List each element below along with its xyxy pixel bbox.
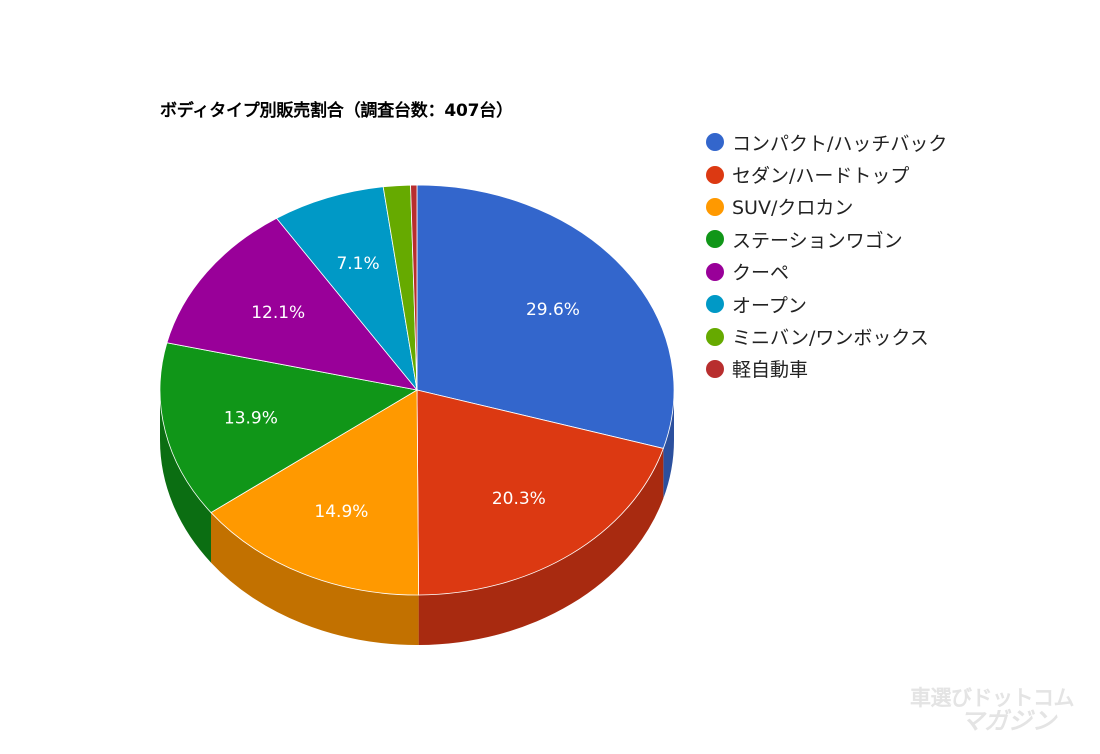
legend-swatch — [706, 295, 724, 314]
pie-slice-7 — [410, 184, 418, 391]
legend-swatch — [706, 327, 724, 346]
pie-data-labels: 29.6% 20.3% 14.9% 13.9% 12.1% 7.1% — [224, 254, 580, 522]
legend-label: SUV/クロカン — [732, 197, 854, 220]
legend-label: オープン — [732, 294, 807, 317]
legend-item: コンパクト/ハッチバック — [706, 126, 947, 158]
data-label-1: 20.3% — [492, 489, 546, 509]
legend-item: クーペ — [706, 256, 947, 288]
data-label-3: 13.9% — [224, 408, 278, 428]
legend-swatch — [706, 133, 724, 152]
pie-slice-1 — [416, 389, 664, 596]
legend-item: ミニバン/ワンボックス — [706, 320, 947, 352]
legend-item: ステーションワゴン — [706, 223, 947, 255]
data-label-4: 12.1% — [251, 303, 305, 323]
legend-swatch — [706, 165, 724, 184]
pie-slice-4 — [166, 217, 419, 391]
data-label-0: 29.6% — [526, 300, 580, 320]
legend-swatch — [706, 230, 724, 249]
data-label-2: 14.9% — [314, 502, 368, 522]
watermark-line-2: マガジン — [960, 706, 1056, 735]
legend-item: 軽自動車 — [706, 353, 947, 385]
legend-label: セダン/ハードトップ — [732, 165, 910, 188]
watermark-logo: 車選びドットコム マガジン — [910, 685, 1075, 735]
legend-label: クーペ — [732, 262, 790, 285]
legend-label: ステーションワゴン — [732, 229, 903, 252]
legend-swatch — [706, 197, 724, 216]
chart-title: ボディタイプ別販売割合（調査台数：407台） — [160, 101, 513, 121]
legend-item: SUV/クロカン — [706, 191, 947, 223]
legend-label: 軽自動車 — [732, 359, 809, 382]
legend-label: コンパクト/ハッチバック — [732, 132, 948, 155]
pie-side-3 — [160, 390, 211, 563]
data-label-5: 7.1% — [336, 254, 379, 274]
pie-slice-2 — [210, 389, 420, 596]
watermark-line-1: 車選びドットコム — [910, 685, 1075, 710]
legend-swatch — [706, 359, 724, 378]
pie-slice-0 — [416, 184, 675, 449]
legend-item: オープン — [706, 288, 947, 320]
legend-swatch — [706, 262, 724, 281]
pie-slice-5 — [275, 186, 418, 392]
legend-item: セダン/ハードトップ — [706, 158, 947, 190]
pie-sides — [160, 390, 674, 645]
legend: コンパクト/ハッチバック セダン/ハードトップ SUV/クロカンステーションワゴンク… — [706, 126, 947, 385]
pie-side-2 — [210, 512, 419, 645]
legend-label: ミニバン/ワンボックス — [732, 327, 929, 350]
pie-slices — [159, 184, 675, 596]
pie-slice-3 — [159, 342, 419, 514]
pie-side-1 — [418, 448, 664, 645]
pie-side-0 — [663, 390, 674, 499]
